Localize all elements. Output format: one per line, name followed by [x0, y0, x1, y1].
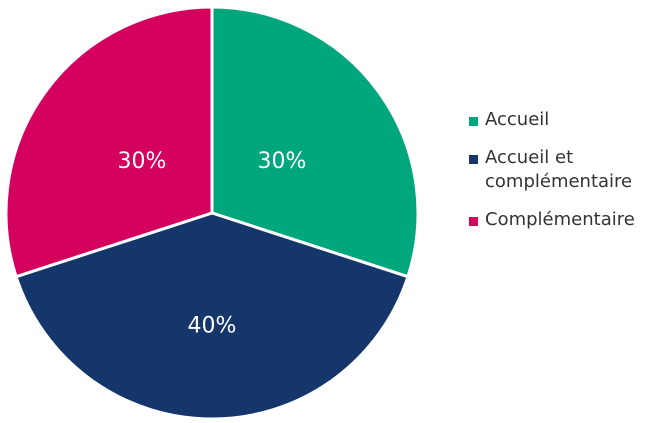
legend-label: Complémentaire	[485, 209, 635, 230]
legend-item: Complémentaire	[467, 208, 655, 232]
pie-slice	[4, 5, 214, 279]
legend-swatch	[469, 117, 478, 126]
legend-label: Accueil	[485, 109, 550, 130]
pie-slice	[210, 5, 420, 279]
legend-item: Accueil et complémentaire	[467, 146, 655, 194]
legend-swatch	[469, 155, 478, 164]
data-label: 30%	[118, 149, 167, 174]
legend-item: Accueil	[467, 108, 655, 132]
data-label: 40%	[188, 313, 237, 338]
legend-swatch	[469, 217, 478, 226]
legend: Accueil Accueil et complémentaire Compléme…	[467, 108, 667, 246]
legend-label: Accueil et complémentaire	[485, 147, 633, 192]
data-label: 30%	[258, 149, 307, 174]
pie-slice	[14, 211, 410, 421]
